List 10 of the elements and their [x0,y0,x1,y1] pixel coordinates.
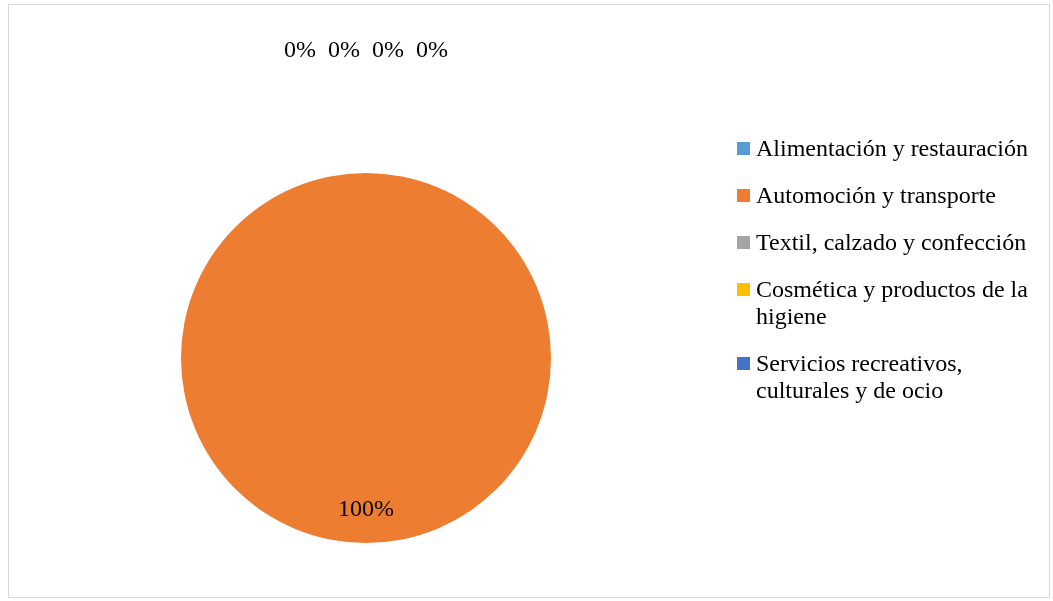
text: 0% [284,36,316,63]
data-label: 100% [338,495,394,521]
legend-label: Automoción y transporte [756,182,996,209]
text: 0% [328,36,360,63]
legend-label: Textil, calzado y confección [756,229,1027,256]
text: 0% [416,36,448,63]
text: 0% [372,36,404,63]
legend-label: Servicios recreativos, culturales y de ocio [756,350,964,404]
legend-label: Cosmética y productos de la higiene [756,276,1029,330]
legend-label: Alimentación y restauración [756,135,1028,162]
